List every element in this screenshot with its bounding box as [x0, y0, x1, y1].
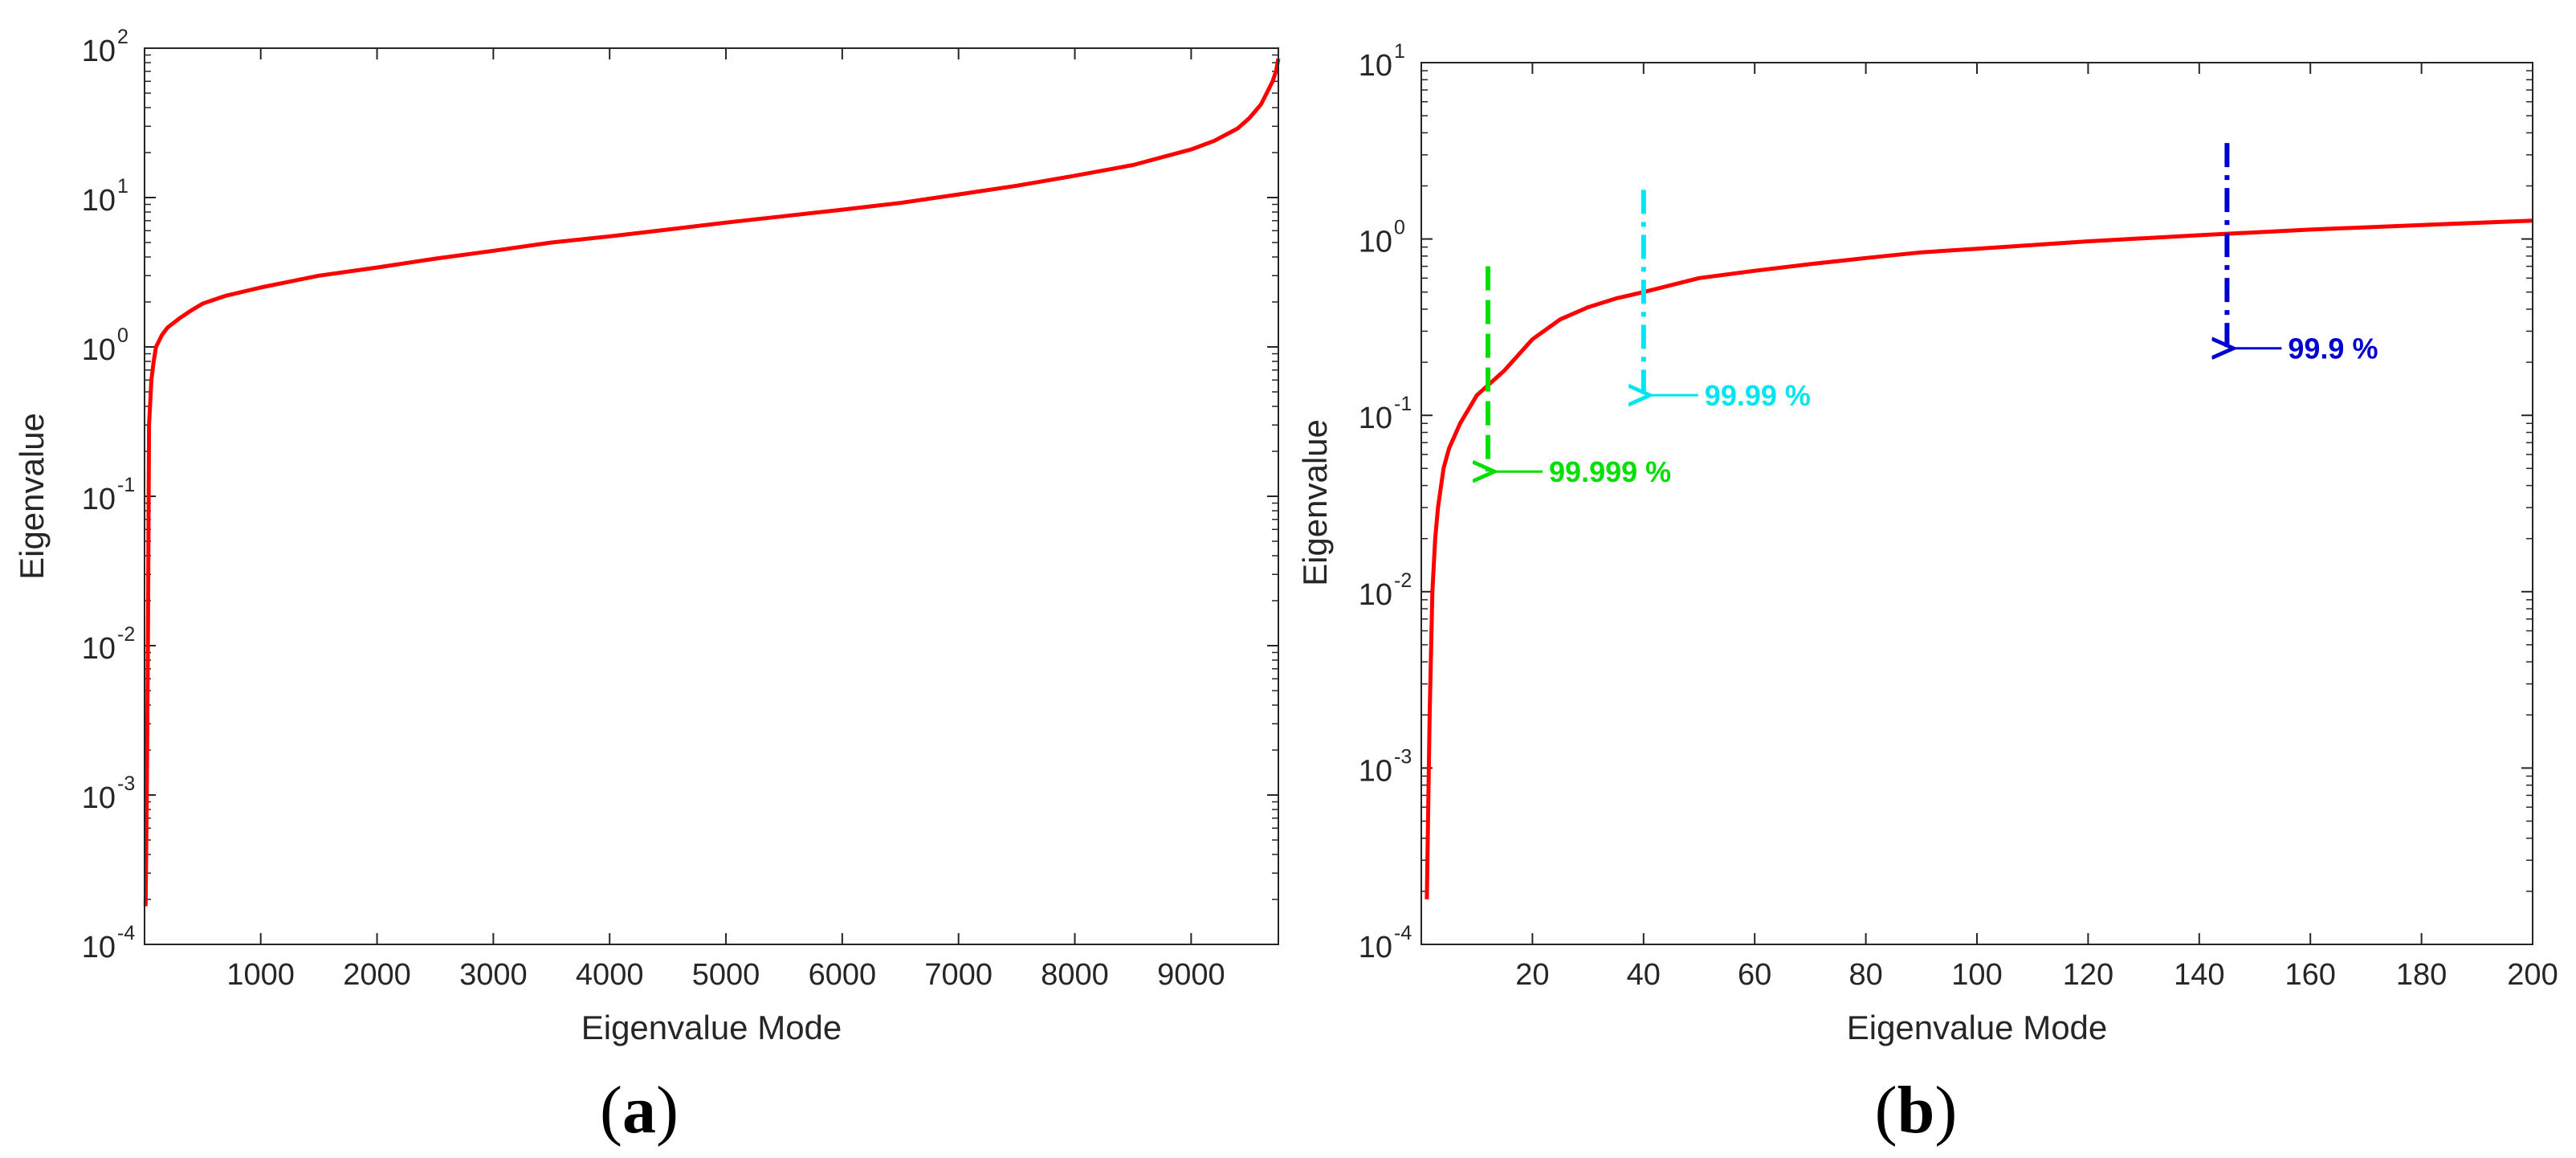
y-tick-label: 10: [82, 35, 116, 68]
panel-a-x-tick-labels: 1000 2000 3000 4000 5000 6000 7000 8000 9000: [226, 958, 1225, 992]
x-tick-label: 6000: [809, 958, 877, 992]
y-tick-label: 10: [82, 632, 116, 666]
x-tick-label: 200: [2507, 958, 2558, 992]
y-tick-exponent: -4: [1394, 922, 1412, 944]
panel-b-x-tick-labels: 20 40 60 80 100 120 140 160 180 200: [1515, 958, 2558, 992]
panel-b-x-axis-title: Eigenvalue Mode: [1847, 1009, 2108, 1046]
y-tick-exponent: 0: [117, 324, 128, 347]
y-tick-label: 10: [82, 184, 116, 218]
y-tick-exponent: -3: [117, 773, 135, 795]
y-tick-exponent: 0: [1394, 217, 1405, 239]
x-tick-label: 160: [2285, 958, 2335, 992]
x-tick-label: 120: [2063, 958, 2113, 992]
x-tick-label: 4000: [576, 958, 644, 992]
panel-b-plot-area: [1421, 63, 2533, 944]
panel-a-series-line: [143, 58, 1281, 907]
y-tick-label: 10: [82, 483, 116, 516]
panel-a-x-axis-title: Eigenvalue Mode: [581, 1009, 842, 1046]
y-tick-label: 10: [1359, 226, 1392, 259]
x-tick-label: 2000: [343, 958, 411, 992]
panel-a-caption: (a): [600, 1073, 679, 1148]
panel-a-chart: 1000 2000 3000 4000 5000 6000 7000 8000 9000 10-…: [13, 26, 1281, 1148]
x-tick-label: 20: [1515, 958, 1549, 992]
y-tick-exponent: 1: [1394, 40, 1405, 63]
x-tick-label: 8000: [1041, 958, 1109, 992]
y-tick-label: 10: [1359, 402, 1392, 435]
y-tick-exponent: 2: [117, 26, 128, 48]
x-tick-label: 60: [1738, 958, 1771, 992]
panel-b-axes-box: [1420, 62, 2533, 945]
x-tick-label: 7000: [924, 958, 992, 992]
y-tick-exponent: 1: [117, 175, 128, 198]
x-tick-label: 140: [2174, 958, 2224, 992]
y-tick-exponent: -2: [1394, 569, 1412, 592]
x-tick-label: 3000: [459, 958, 528, 992]
x-tick-label: 100: [1951, 958, 2002, 992]
x-tick-label: 5000: [692, 958, 760, 992]
threshold-label: 99.9 %: [2288, 332, 2378, 365]
y-tick-exponent: -1: [1394, 393, 1412, 415]
threshold-label: 99.99 %: [1705, 379, 1811, 412]
panel-a-plot-area: [145, 48, 1278, 944]
x-tick-label: 180: [2396, 958, 2447, 992]
panel-b-series-line: [1425, 218, 2533, 899]
y-tick-label: 10: [82, 781, 116, 815]
y-tick-label: 10: [1359, 754, 1392, 788]
y-tick-label: 10: [82, 333, 116, 367]
x-tick-label: 1000: [226, 958, 295, 992]
y-tick-exponent: -3: [1394, 745, 1412, 768]
x-tick-label: 80: [1848, 958, 1882, 992]
y-tick-label: 10: [82, 931, 116, 964]
x-tick-label: 9000: [1157, 958, 1225, 992]
panel-b-caption: (b): [1875, 1073, 1958, 1148]
panel-a-y-axis-title: Eigenvalue: [13, 413, 51, 580]
y-tick-label: 10: [1359, 49, 1392, 83]
y-tick-label: 10: [1359, 931, 1392, 964]
x-tick-label: 40: [1627, 958, 1661, 992]
y-tick-exponent: -2: [117, 623, 135, 646]
panel-b-chart: 99.999 %99.99 %99.9 % 20 40 60 80 100 120 140 1…: [1296, 40, 2558, 1148]
panel-b-y-axis-title: Eigenvalue: [1296, 419, 1334, 586]
panel-b-threshold-annotations: 99.999 % 99.99 % 99.9 %: [1488, 143, 2378, 488]
y-tick-exponent: -4: [117, 922, 135, 944]
threshold-label: 99.999 %: [1549, 455, 1671, 488]
panel-a-axes-box: [144, 47, 1279, 945]
y-tick-label: 10: [1359, 578, 1392, 612]
y-tick-exponent: -1: [117, 474, 135, 496]
